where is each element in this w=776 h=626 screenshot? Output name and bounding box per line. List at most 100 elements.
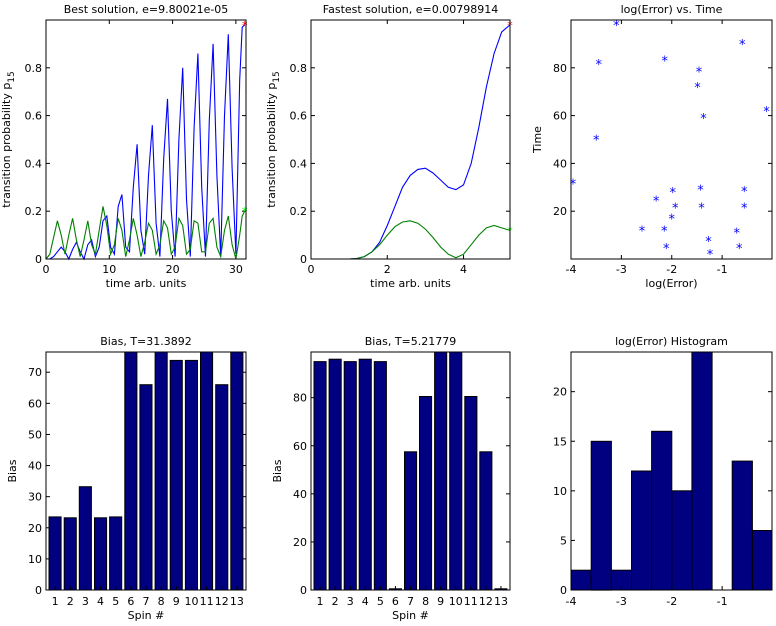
bias-fastest-title: Bias, T=5.21779 xyxy=(365,335,457,348)
logerr-time-xtick-label: -4 xyxy=(566,263,577,276)
fastest-xtick-label: 2 xyxy=(384,263,391,276)
logerr-time-point: * xyxy=(639,224,646,239)
bias-best-bar xyxy=(78,486,92,591)
histogram-xtick-label: -1 xyxy=(717,595,728,608)
logerr-time-point: * xyxy=(570,178,577,193)
bias-fastest-bar xyxy=(449,351,463,591)
bias-best-xlabel: Spin # xyxy=(128,609,165,622)
bias-fastest-xtick-label: 12 xyxy=(479,595,493,608)
best-xtick-label: 10 xyxy=(102,263,116,276)
fastest-ylabel-main: transition probability p xyxy=(265,83,278,208)
bias-fastest-xtick-label: 7 xyxy=(407,595,414,608)
bias-best-xtick-label: 13 xyxy=(230,595,244,608)
fastest-xtick-label: 4 xyxy=(460,263,467,276)
bias-best-bar xyxy=(124,351,138,591)
best-xlabel: time arb. units xyxy=(106,277,187,290)
histogram-bar xyxy=(570,569,592,591)
best-series-green xyxy=(45,206,246,260)
histogram-bar xyxy=(671,490,693,591)
logerr-time-point: * xyxy=(613,19,620,34)
bias-fastest-xtick-label: 13 xyxy=(494,595,508,608)
fastest-ytick-label: 0.6 xyxy=(290,110,308,123)
best-title: Best solution, e=9.80021e-05 xyxy=(64,3,229,16)
histogram-ytick-label: 5 xyxy=(560,534,567,547)
best-ylabel-main: transition probability p xyxy=(0,83,13,208)
logerr-time-point: * xyxy=(663,242,670,257)
logerr-time-point: * xyxy=(661,55,668,70)
bias-fastest-bar xyxy=(464,396,478,591)
logerr-time-point: * xyxy=(763,105,770,120)
bias-fastest-bar xyxy=(373,361,387,591)
histogram-bar xyxy=(631,470,653,591)
bias-best-xtick-label: 5 xyxy=(112,595,119,608)
logerr-time-point: * xyxy=(672,202,679,217)
bias-best-ytick-label: 10 xyxy=(28,553,42,566)
logerr-time-xtick-label: -3 xyxy=(616,263,627,276)
histogram-xtick-label: -3 xyxy=(616,595,627,608)
bias-fastest-xtick-label: 3 xyxy=(347,595,354,608)
bias-fastest-xtick-label: 2 xyxy=(332,595,339,608)
bias-best-xtick-label: 1 xyxy=(52,595,59,608)
bias-best-xtick-label: 10 xyxy=(184,595,198,608)
bias-fastest-ytick-label: 40 xyxy=(293,488,307,501)
logerr-time-point: * xyxy=(593,134,600,149)
bias-best-bar xyxy=(154,351,168,591)
logerr-time-ytick-label: 60 xyxy=(553,110,567,123)
logerr-time-title: log(Error) vs. Time xyxy=(621,3,723,16)
logerr-time-ytick-label: 20 xyxy=(553,205,567,218)
bias-fastest-xtick-label: 1 xyxy=(317,595,324,608)
logerr-time-point: * xyxy=(694,81,701,96)
logerr-time-point: * xyxy=(698,202,705,217)
bias-best-bar xyxy=(230,351,244,591)
fastest-xlabel: time arb. units xyxy=(370,277,451,290)
fastest-ytick-label: 0.8 xyxy=(290,62,308,75)
bias-best-ytick-label: 50 xyxy=(28,428,42,441)
bias-fastest-ytick-label: 0 xyxy=(300,584,307,597)
fastest-frame xyxy=(310,19,511,260)
logerr-time-point: * xyxy=(705,235,712,250)
best-ytick-label: 0 xyxy=(35,253,42,266)
fastest-xtick-label: 0 xyxy=(308,263,315,276)
histogram-bar xyxy=(731,460,753,591)
best-endpoint-marker: * xyxy=(242,19,248,32)
fastest-ytick-label: 0.4 xyxy=(290,157,308,170)
logerr-time-point: * xyxy=(595,58,602,73)
best-frame xyxy=(45,19,247,260)
bias-fastest-xtick-label: 8 xyxy=(422,595,429,608)
bias-best-xtick-label: 3 xyxy=(82,595,89,608)
best-xtick-label: 30 xyxy=(229,263,243,276)
logerr-time-point: * xyxy=(707,248,714,263)
histogram-bar xyxy=(751,530,773,591)
best-xtick-label: 20 xyxy=(166,263,180,276)
bias-best-bar xyxy=(200,351,214,591)
fastest-ytick-label: 0 xyxy=(300,253,307,266)
histogram-ytick-label: 10 xyxy=(553,485,567,498)
bias-best-xtick-label: 6 xyxy=(127,595,134,608)
histogram-bar xyxy=(691,351,713,591)
bias-fastest-ytick-label: 60 xyxy=(293,440,307,453)
best-ytick-label: 0.4 xyxy=(25,157,43,170)
best-xtick-label: 0 xyxy=(43,263,50,276)
logerr-time-point: * xyxy=(696,65,703,80)
bias-fastest-xtick-label: 6 xyxy=(392,595,399,608)
bias-best-xtick-label: 2 xyxy=(67,595,74,608)
histogram-xtick-label: -4 xyxy=(566,595,577,608)
fastest-ytick-label: 0.2 xyxy=(290,205,308,218)
bias-fastest-bar xyxy=(343,361,357,591)
fastest-title: Fastest solution, e=0.00798914 xyxy=(323,3,498,16)
logerr-time-point: * xyxy=(669,212,676,227)
bias-best-ytick-label: 70 xyxy=(28,366,42,379)
logerr-time-xlabel: log(Error) xyxy=(645,277,697,290)
logerr-time-point: * xyxy=(733,227,740,242)
fastest-series-green xyxy=(311,220,511,260)
bias-fastest-bar xyxy=(313,361,327,591)
bias-best-ytick-label: 0 xyxy=(35,584,42,597)
logerr-time-ylabel: Time xyxy=(531,126,544,154)
bias-fastest-xtick-label: 11 xyxy=(464,595,478,608)
bias-best-xtick-label: 4 xyxy=(97,595,104,608)
logerr-time-point: * xyxy=(739,38,746,53)
bias-best-bar xyxy=(169,359,183,591)
